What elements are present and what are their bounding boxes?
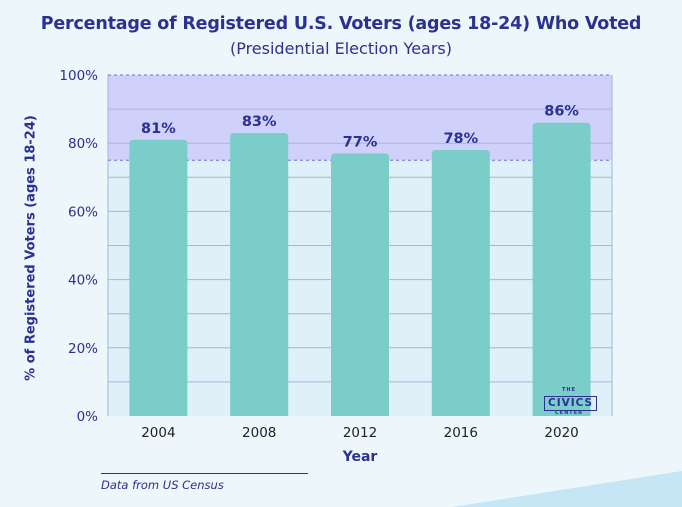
bar — [129, 139, 188, 417]
x-tick-label: 2012 — [343, 425, 377, 441]
y-tick-label: 0% — [77, 409, 99, 425]
bar-value-label: 77% — [343, 134, 378, 150]
source-note: Data from US Census — [101, 478, 224, 492]
bar-value-label: 81% — [141, 121, 176, 137]
x-tick-label: 2008 — [242, 425, 276, 441]
corner-decoration — [452, 471, 682, 507]
x-tick-label: 2020 — [544, 425, 578, 441]
logo-text-bottom: CENTER — [555, 409, 583, 416]
x-tick-label: 2004 — [141, 425, 175, 441]
source-divider — [101, 473, 308, 474]
chart-title: Percentage of Registered U.S. Voters (ag… — [40, 14, 642, 34]
highlight-band — [108, 75, 612, 161]
civics-center-logo: THE CIVICS CENTER — [544, 387, 598, 416]
logo-text-top: THE — [561, 387, 576, 393]
y-axis-label: % of Registered Voters (ages 18-24) — [23, 115, 39, 381]
bar-value-label: 83% — [242, 114, 277, 130]
bar — [431, 150, 490, 416]
bar — [532, 122, 591, 417]
y-tick-label: 40% — [68, 273, 98, 289]
y-tick-label: 80% — [68, 136, 98, 152]
y-tick-label: 60% — [68, 204, 98, 220]
y-tick-label: 100% — [59, 68, 98, 84]
chart-subtitle: (Presidential Election Years) — [229, 39, 453, 58]
bar-value-label: 78% — [443, 131, 478, 147]
bar — [230, 132, 289, 416]
bar-value-label: 86% — [544, 104, 579, 120]
logo-text-main: CIVICS — [544, 396, 598, 411]
x-tick-label: 2016 — [444, 425, 478, 441]
y-tick-label: 20% — [68, 341, 98, 357]
x-axis-label: Year — [342, 449, 378, 465]
bar — [331, 153, 389, 416]
